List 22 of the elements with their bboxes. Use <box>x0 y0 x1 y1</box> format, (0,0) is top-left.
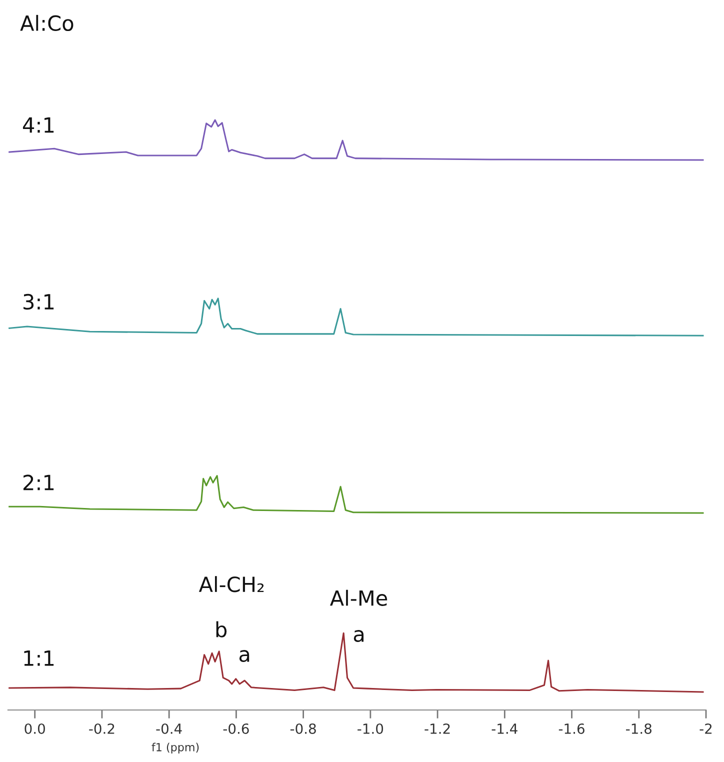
annotation: Al-Me <box>330 590 388 606</box>
series-label: 3:1 <box>24 294 54 310</box>
x-tick-label: -1.8 <box>626 723 652 734</box>
annotation: Al-CH₂ <box>198 576 264 592</box>
x-axis-title: f1 (ppm) <box>152 742 199 754</box>
annotation: b <box>216 621 227 638</box>
series-label: 1:1 <box>24 650 54 666</box>
x-tick-label: -1.2 <box>424 723 450 734</box>
x-tick-label: -0.4 <box>156 723 182 734</box>
x-tick-label: -0.6 <box>223 723 249 734</box>
chart-title: Al:Co <box>20 14 74 32</box>
x-tick-label: -1.4 <box>492 724 518 734</box>
x-tick-label: -0.2 <box>89 723 114 734</box>
annotation: a <box>354 630 364 642</box>
series-label: 4:1 <box>22 117 54 133</box>
x-tick-label: -2 <box>700 723 712 734</box>
annotation: a <box>239 650 250 662</box>
x-tick-label: -1.0 <box>358 723 384 734</box>
x-tick-label: 0.0 <box>24 723 45 734</box>
x-tick-label: -0.8 <box>290 723 316 734</box>
x-tick-label: -1.6 <box>558 723 584 734</box>
series-label: 2:1 <box>23 474 54 490</box>
